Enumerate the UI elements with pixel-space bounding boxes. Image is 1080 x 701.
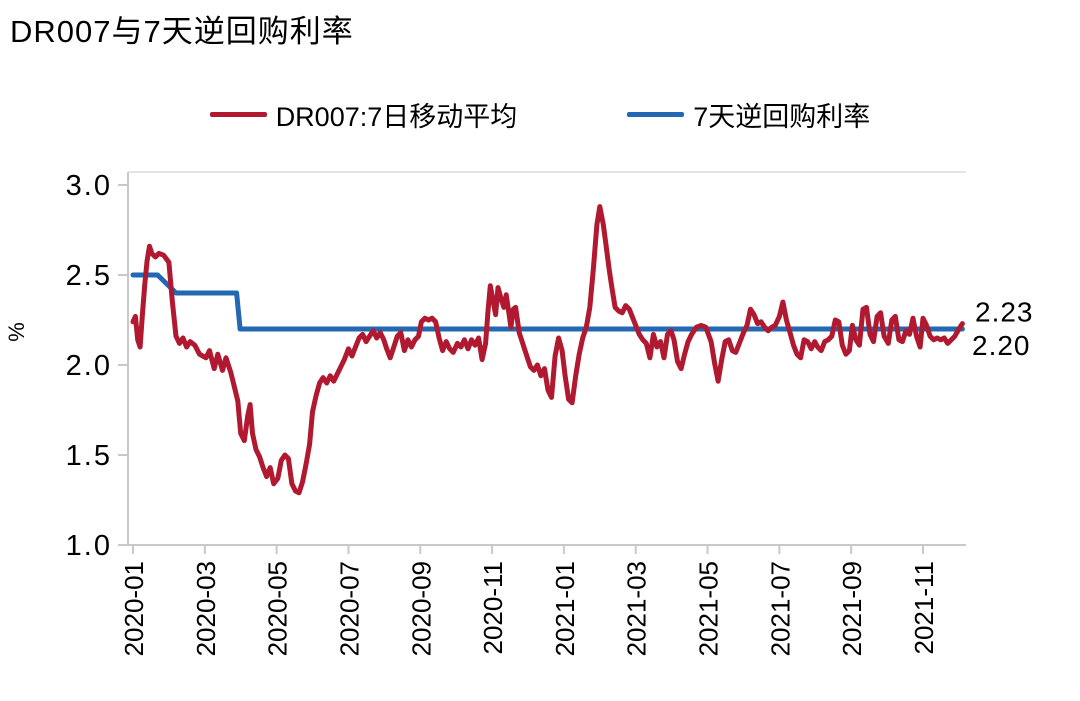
x-tick-label: 2020-07	[334, 561, 364, 656]
x-tick-label: 2021-03	[622, 561, 652, 656]
reverse-repo-line	[130, 272, 965, 332]
x-tick-label: 2020-03	[191, 561, 221, 656]
x-tick-label: 2021-05	[694, 561, 724, 656]
y-tick-label: 2.0	[66, 350, 112, 382]
y-tick-label: 1.0	[66, 530, 112, 562]
end-label-reverse-repo: 2.20	[972, 330, 1031, 361]
chart-title: DR007与7天逆回购利率	[10, 14, 354, 49]
end-label-dr007: 2.23	[975, 297, 1034, 328]
x-tick-label: 2020-01	[119, 561, 149, 656]
legend-item-dr007: DR007:7日移动平均	[209, 95, 518, 134]
chart-legend: DR007:7日移动平均 7天逆回购利率	[0, 95, 1080, 134]
reverse-repo-line-swatch	[627, 112, 685, 117]
x-tick-label: 2021-09	[837, 561, 867, 656]
legend-item-reverse-repo: 7天逆回购利率	[627, 95, 870, 134]
y-tick-label: 3.0	[66, 170, 112, 202]
dr007-line	[130, 204, 965, 496]
legend-label-reverse-repo: 7天逆回购利率	[693, 102, 871, 132]
y-tick-label: 1.5	[66, 440, 112, 472]
y-tick-label: 2.5	[66, 260, 112, 292]
x-tick-label: 2020-11	[478, 561, 508, 655]
dr007-line-swatch	[209, 112, 267, 117]
x-tick-label: 2021-07	[765, 561, 795, 656]
x-tick-label: 2020-09	[406, 561, 436, 656]
x-tick-label: 2020-05	[263, 561, 293, 656]
legend-label-dr007: DR007:7日移动平均	[275, 102, 518, 132]
x-tick-label: 2021-11	[909, 561, 939, 655]
y-axis-unit: %	[4, 322, 29, 342]
x-tick-label: 2021-01	[550, 561, 580, 656]
